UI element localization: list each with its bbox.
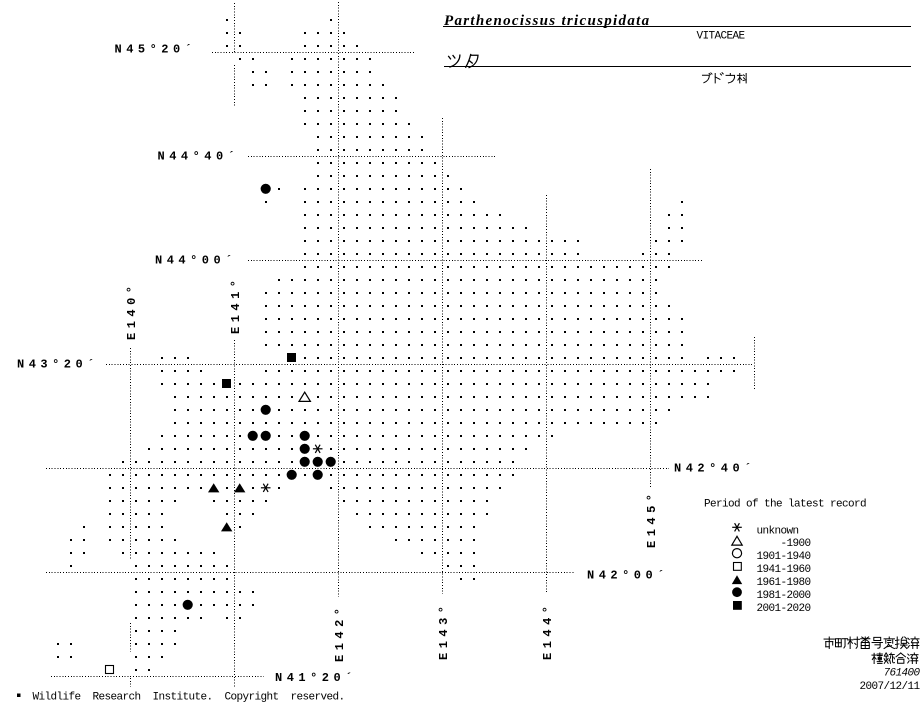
svg-text:761400: 761400 (883, 668, 920, 680)
svg-text:1981-2000: 1981-2000 (757, 590, 811, 602)
svg-text:unknown: unknown (757, 525, 799, 537)
svg-text:N45°20´: N45°20´ (115, 43, 197, 57)
svg-text:E140°: E140° (125, 281, 139, 340)
svg-text:N44°00´: N44°00´ (155, 254, 237, 268)
svg-text:1901-1940: 1901-1940 (757, 551, 811, 563)
svg-text:N42°00´: N42°00´ (587, 569, 669, 583)
svg-text:VITACEAE: VITACEAE (697, 31, 746, 43)
svg-text:E144°: E144° (541, 601, 555, 660)
svg-text:Wildlife Research Institute.: Wildlife Research Institute. Copyright r… (33, 692, 345, 703)
svg-text:N42°40´: N42°40´ (674, 462, 756, 476)
svg-text:2007/12/11: 2007/12/11 (859, 681, 920, 693)
svg-text:E142°: E142° (333, 603, 347, 662)
svg-text:N43°20´: N43°20´ (17, 358, 99, 372)
svg-text:1941-1960: 1941-1960 (757, 564, 811, 576)
svg-text:N44°40´: N44°40´ (158, 150, 240, 164)
svg-text:N41°20´: N41°20´ (275, 671, 357, 685)
svg-text:1961-1980: 1961-1980 (757, 577, 811, 589)
svg-text:2001-2020: 2001-2020 (757, 603, 811, 615)
svg-text:E141°: E141° (229, 275, 243, 334)
svg-text:E145°: E145° (645, 489, 659, 548)
svg-text:Period of the latest record: Period of the latest record (704, 499, 866, 511)
svg-text:Parthenocissus tricuspidata: Parthenocissus tricuspidata (444, 13, 650, 29)
svg-text:E143°: E143° (437, 601, 451, 660)
svg-text:-1900: -1900 (757, 538, 811, 550)
